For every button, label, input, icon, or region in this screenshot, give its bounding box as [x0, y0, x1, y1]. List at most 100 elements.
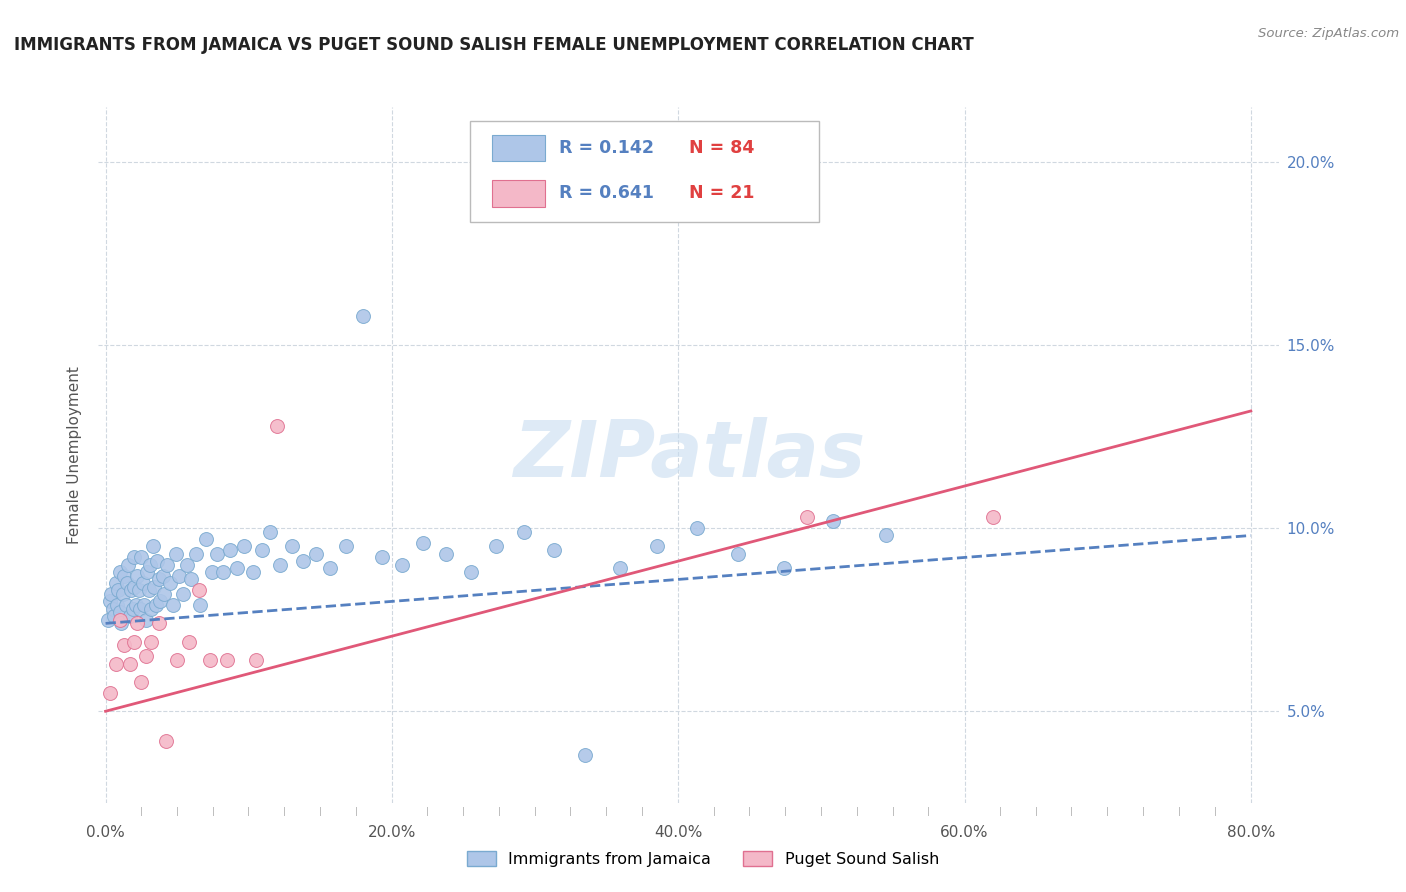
Point	[162, 598, 184, 612]
Text: |: |	[820, 807, 823, 816]
Point	[148, 573, 170, 587]
Point	[118, 609, 141, 624]
Text: |: |	[354, 807, 357, 816]
Point	[148, 616, 170, 631]
Text: |: |	[1070, 807, 1073, 816]
Point	[176, 558, 198, 572]
Point	[97, 613, 120, 627]
Point	[645, 540, 668, 554]
Point	[686, 521, 709, 535]
Text: |: |	[748, 807, 751, 816]
Point	[875, 528, 897, 542]
Point	[821, 514, 844, 528]
Text: 20.0%: 20.0%	[368, 825, 416, 840]
Point	[412, 536, 434, 550]
Point	[319, 561, 342, 575]
Text: |: |	[569, 807, 572, 816]
Text: |: |	[891, 807, 894, 816]
Point	[141, 634, 163, 648]
Point	[219, 543, 242, 558]
Point	[796, 510, 818, 524]
Point	[104, 576, 127, 591]
Point	[727, 547, 749, 561]
Point	[121, 601, 143, 615]
Point	[280, 540, 302, 554]
Point	[132, 576, 155, 591]
Point	[156, 558, 179, 572]
Text: 40.0%: 40.0%	[654, 825, 703, 840]
Bar	[492, 180, 546, 207]
Point	[114, 598, 136, 612]
Point	[212, 565, 235, 579]
FancyBboxPatch shape	[471, 121, 818, 222]
Text: |: |	[534, 807, 537, 816]
Point	[217, 653, 239, 667]
Point	[245, 653, 267, 667]
Text: |: |	[319, 807, 322, 816]
Point	[155, 733, 177, 747]
Point	[305, 547, 328, 561]
Point	[125, 616, 148, 631]
Point	[434, 547, 457, 561]
Point	[266, 418, 288, 433]
Point	[131, 675, 153, 690]
Text: |: |	[463, 807, 465, 816]
Text: |: |	[247, 807, 250, 816]
Point	[103, 609, 125, 624]
Point	[122, 634, 145, 648]
Point	[180, 573, 202, 587]
Point	[134, 598, 156, 612]
Point	[125, 568, 148, 582]
Point	[104, 657, 127, 671]
Text: |: |	[426, 807, 429, 816]
Point	[187, 583, 209, 598]
Point	[101, 601, 124, 615]
Point	[146, 554, 169, 568]
Text: N = 21: N = 21	[689, 185, 755, 202]
Point	[149, 594, 172, 608]
Point	[108, 606, 131, 620]
Point	[543, 543, 565, 558]
Point	[117, 558, 139, 572]
Point	[352, 309, 374, 323]
Point	[371, 550, 394, 565]
Point	[131, 550, 153, 565]
Point	[135, 649, 157, 664]
Point	[207, 547, 229, 561]
Point	[136, 565, 159, 579]
Point	[184, 547, 207, 561]
Point	[194, 532, 217, 546]
Text: |: |	[605, 807, 607, 816]
Text: 80.0%: 80.0%	[1226, 825, 1275, 840]
Bar	[492, 135, 546, 161]
Point	[335, 540, 357, 554]
Point	[200, 565, 222, 579]
Point	[177, 634, 200, 648]
Point	[609, 561, 631, 575]
Point	[143, 580, 166, 594]
Text: |: |	[1178, 807, 1181, 816]
Text: |: |	[141, 807, 143, 816]
Text: R = 0.142: R = 0.142	[560, 139, 654, 157]
Point	[166, 653, 188, 667]
Point	[129, 601, 152, 615]
Point	[250, 543, 273, 558]
Point	[108, 565, 131, 579]
Point	[112, 568, 135, 582]
Text: |: |	[641, 807, 644, 816]
Text: |: |	[1035, 807, 1038, 816]
Text: 60.0%: 60.0%	[941, 825, 988, 840]
Text: ZIPatlas: ZIPatlas	[513, 417, 865, 493]
Point	[115, 576, 138, 591]
Text: |: |	[1142, 807, 1144, 816]
Point	[98, 594, 121, 608]
Y-axis label: Female Unemployment: Female Unemployment	[67, 366, 83, 544]
Point	[159, 576, 181, 591]
Point	[108, 613, 131, 627]
Point	[259, 524, 281, 539]
Text: |: |	[283, 807, 285, 816]
Point	[100, 587, 122, 601]
Point	[226, 561, 249, 575]
Point	[122, 580, 145, 594]
Point	[485, 540, 508, 554]
